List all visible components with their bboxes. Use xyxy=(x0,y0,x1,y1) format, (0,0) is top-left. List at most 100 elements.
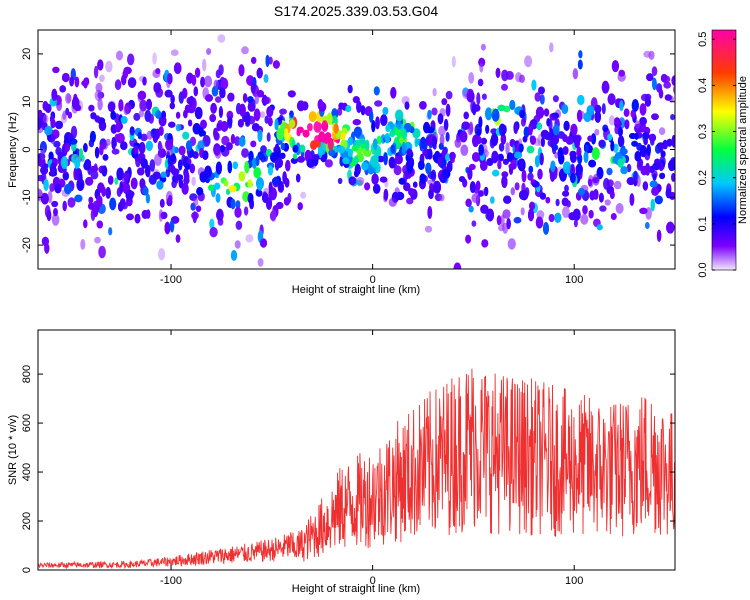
spectrogram-cell xyxy=(658,127,666,135)
spectrogram-cell xyxy=(451,56,456,68)
spectrogram-cell xyxy=(596,167,604,180)
spectrogram-cell xyxy=(502,209,511,219)
spectrogram-cell xyxy=(348,150,353,158)
spectrogram-cell xyxy=(468,72,475,84)
spectrogram-cell xyxy=(38,188,43,201)
spectrogram-cell xyxy=(379,176,388,183)
colorbar-tick-label: 0.1 xyxy=(697,216,709,231)
spectrogram-cell xyxy=(503,195,512,204)
spectrogram-cell xyxy=(480,160,488,171)
spectrogram-cell xyxy=(333,123,339,134)
spectrogram-cell xyxy=(471,193,479,203)
spectrogram-cell xyxy=(130,177,138,190)
spectrogram-cell xyxy=(111,137,116,150)
spectrogram-cell xyxy=(496,215,502,226)
spectrogram-cell xyxy=(394,154,403,165)
spectrogram-cell xyxy=(480,137,487,145)
spectrogram-cell xyxy=(46,209,52,222)
spectrogram-cell xyxy=(188,119,193,127)
spectrogram-cell xyxy=(296,126,304,133)
spectrogram-cell xyxy=(594,129,600,136)
spectrogram-cell xyxy=(118,201,124,212)
spectrogram-cell xyxy=(606,167,613,176)
spectrogram-cell xyxy=(552,95,559,103)
spectrogram-cell xyxy=(67,197,76,208)
spectrogram-cell xyxy=(535,216,544,229)
spectrogram-cell xyxy=(445,131,450,142)
spectrogram-cell xyxy=(164,89,173,98)
spectrogram-cell xyxy=(96,195,103,208)
spectrogram-cell xyxy=(262,94,268,106)
snr-x-ticks: -100 0 100 xyxy=(160,330,583,587)
y-tick-label: -20 xyxy=(21,237,33,253)
spectrogram-cell xyxy=(434,193,443,202)
spectrogram-cell xyxy=(515,72,523,83)
spectrogram-cell xyxy=(668,159,675,172)
spectrogram-cell xyxy=(432,88,437,97)
spectrogram-cell xyxy=(651,187,659,196)
spectrogram-cell xyxy=(277,181,284,192)
spectrogram-cell xyxy=(510,187,515,196)
spectrogram-cell xyxy=(590,133,597,145)
spectrogram-cell xyxy=(116,167,124,181)
spectrogram-cell xyxy=(461,121,470,130)
spectrogram-cell xyxy=(47,190,53,204)
spectrogram-cell xyxy=(413,181,418,188)
spectrogram-cell xyxy=(133,145,139,155)
spectrogram-cell xyxy=(572,68,579,80)
spectrogram-cell xyxy=(472,152,480,162)
spectrogram-cell xyxy=(520,207,525,216)
spectrogram-cell xyxy=(648,50,655,60)
spectrogram-cell xyxy=(65,92,72,104)
spectrogram-cell xyxy=(656,229,662,242)
spectrogram-cell xyxy=(99,143,104,156)
spectrogram-cell xyxy=(623,108,630,117)
spectrogram-cell xyxy=(480,43,486,51)
spectrogram-cell xyxy=(339,155,345,167)
spectrogram-cell xyxy=(406,197,414,205)
spectrogram-cell xyxy=(241,46,249,55)
spectrogram-cell xyxy=(629,133,637,139)
spectrogram-cell xyxy=(373,183,381,194)
spectrogram-cell xyxy=(245,234,254,243)
spectrogram-cell xyxy=(502,158,509,165)
spectrogram-cell xyxy=(439,194,445,202)
spectrogram-cell xyxy=(388,156,396,169)
spectrogram-cell xyxy=(419,173,426,184)
spectrogram-cell xyxy=(476,92,481,106)
spectrogram-cell xyxy=(573,218,578,228)
spectrogram-cell xyxy=(220,145,225,153)
spectrogram-cell xyxy=(427,206,433,219)
spectrogram-cell xyxy=(540,137,545,147)
colorbar-frame xyxy=(711,29,737,271)
spectrogram-cell xyxy=(66,93,72,103)
spectrogram-cell xyxy=(438,125,446,136)
spectrogram-cell xyxy=(238,64,245,77)
spectrogram-cell xyxy=(241,46,249,55)
spectrogram-cell xyxy=(529,201,535,211)
spectrogram-cell xyxy=(71,96,80,110)
spectrogram-cell xyxy=(253,108,261,122)
spectrogram-cell xyxy=(122,173,128,186)
spectrogram-cell xyxy=(51,213,60,226)
spectrogram-cell xyxy=(169,219,175,233)
spectrogram-cell xyxy=(460,144,469,156)
spectrogram-cell xyxy=(189,163,195,174)
spectrogram-cell xyxy=(509,99,516,111)
spectrogram-cell xyxy=(138,142,146,154)
spectrogram-cell xyxy=(365,139,370,151)
spectrogram-cell xyxy=(615,203,624,214)
spectrogram-cell xyxy=(51,200,59,208)
spectrogram-cell xyxy=(80,239,86,250)
spectrogram-cell xyxy=(614,117,621,125)
spectrogram-cell xyxy=(412,128,421,139)
spectrogram-cell xyxy=(260,238,267,248)
spectrogram-cell xyxy=(202,150,209,160)
spectrogram-cell xyxy=(373,86,380,96)
spectrogram-cell xyxy=(111,148,120,155)
spectrogram-cell xyxy=(99,74,105,83)
spectrogram-cell xyxy=(174,146,179,154)
spectrogram-cell xyxy=(182,87,188,99)
spectrogram-cell xyxy=(408,188,415,196)
spectrogram-cell xyxy=(530,135,536,145)
